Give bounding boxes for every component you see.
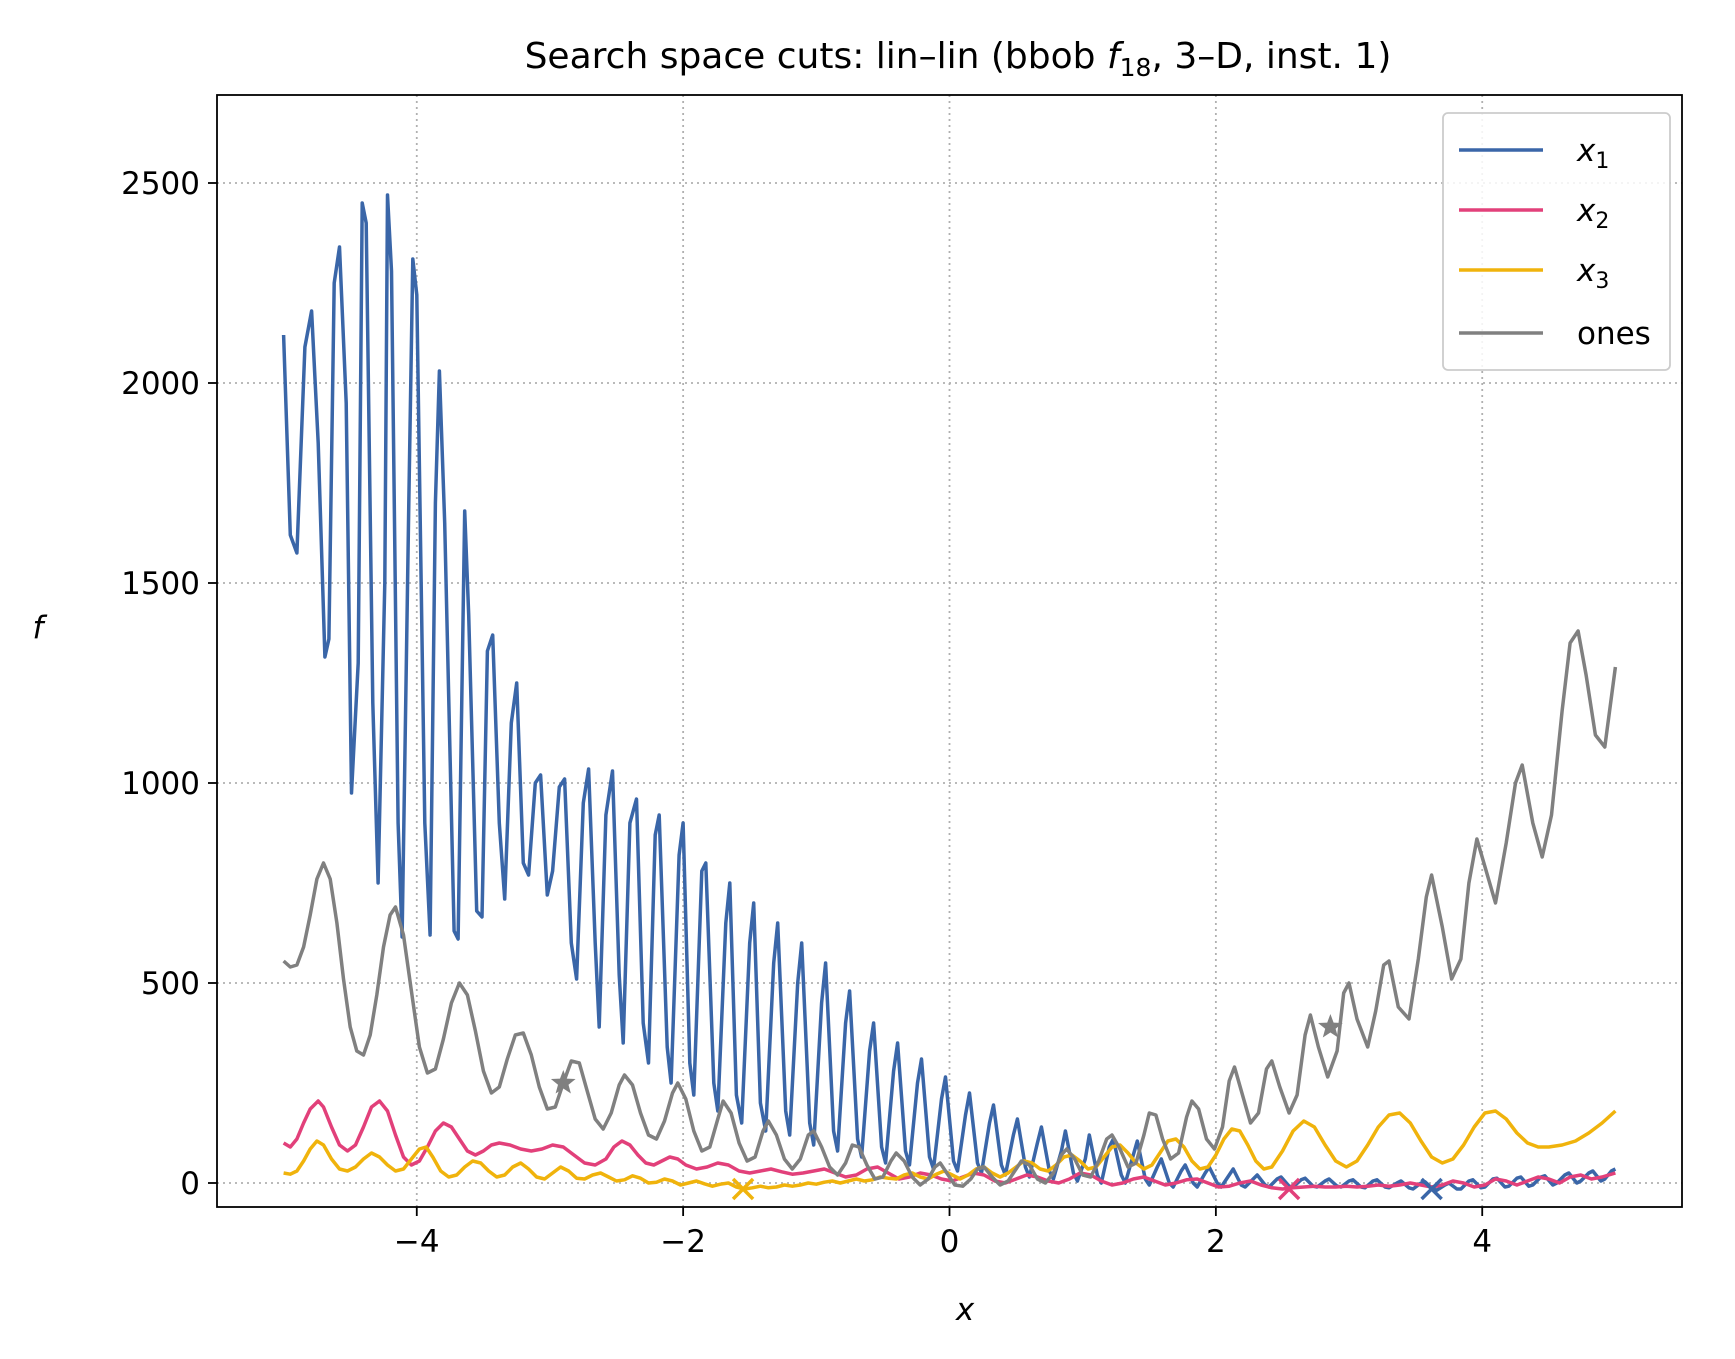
y-tick-label: 0: [180, 1166, 200, 1202]
x-tick-label: 0: [940, 1224, 960, 1260]
series-line-ones: [282, 629, 1618, 1188]
y-axis: 0 500 1000 1500 2000 2500: [121, 166, 217, 1202]
legend-label-x1-main: x: [1576, 133, 1596, 169]
marker-x-x1: [1420, 1177, 1443, 1201]
y-tick-label: 1500: [121, 566, 200, 602]
chart-title: Search space cuts: lin–lin (bbob f18, 3–…: [525, 36, 1392, 82]
legend-box: [1442, 112, 1671, 371]
x-tick-label: −4: [394, 1224, 440, 1260]
title-prefix: Search space cuts: lin–lin (bbob: [525, 36, 1107, 77]
y-tick-label: 2500: [121, 166, 200, 202]
legend-label-x1-sub: 1: [1595, 149, 1609, 174]
series-line-x2: [282, 1099, 1616, 1191]
series-markers: [550, 1014, 1443, 1201]
x-axis: −4 −2 0 2 4: [394, 1207, 1492, 1260]
y-tick-label: 500: [141, 966, 200, 1002]
legend-label-x2: x2: [1576, 193, 1609, 234]
marker-x-x3: [731, 1177, 755, 1201]
y-tick-label: 2000: [121, 366, 200, 402]
legend-label-ones: ones: [1577, 316, 1651, 352]
y-tick-label: 1000: [121, 766, 200, 802]
marker-star-ones: [550, 1070, 576, 1094]
title-sub: 18: [1120, 53, 1152, 82]
x-tick-label: −2: [660, 1224, 706, 1260]
series-line-x3: [283, 1109, 1617, 1191]
x-tick-label: 2: [1206, 1224, 1226, 1260]
marker-x-x2: [1277, 1177, 1301, 1201]
legend-label-x3-sub: 3: [1595, 269, 1609, 294]
gridlines: [217, 95, 1682, 1207]
legend-label-x2-sub: 2: [1595, 209, 1609, 234]
legend-label-x1: x1: [1576, 133, 1609, 174]
x-tick-label: 4: [1472, 1224, 1492, 1260]
legend: x1 x2 x3 ones: [1442, 112, 1671, 371]
marker-star-ones: [1318, 1014, 1343, 1038]
x-axis-label: x: [955, 1292, 975, 1328]
legend-label-x2-main: x: [1576, 193, 1596, 229]
series-lines: [281, 193, 1618, 1192]
title-suffix: , 3–D, inst. 1): [1151, 36, 1391, 77]
legend-label-x3-main: x: [1576, 253, 1596, 289]
legend-label-x3: x3: [1576, 253, 1609, 294]
